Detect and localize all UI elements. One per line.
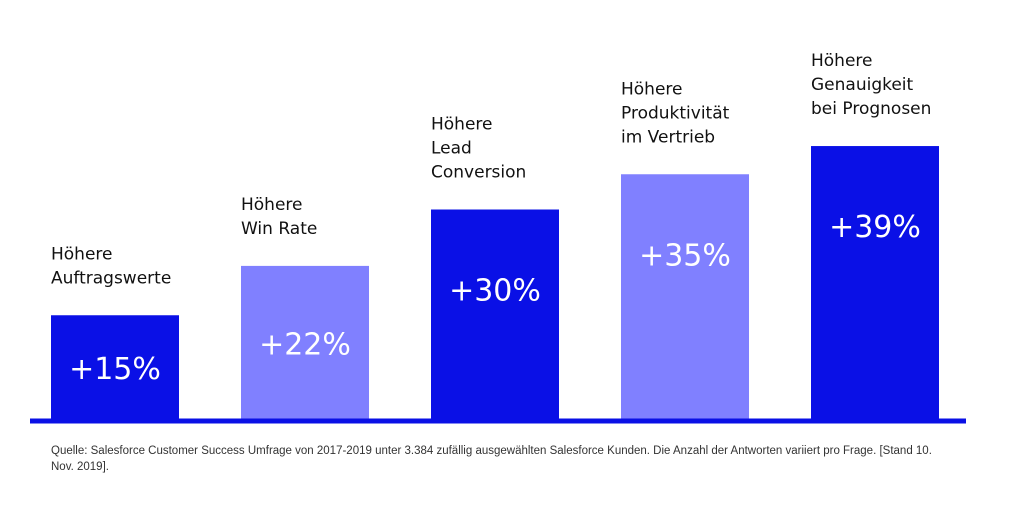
bars-group: +15% Höhere Auftragswerte +22% Höhere Win Rat… <box>51 51 939 422</box>
category-label-line: Höhere <box>51 244 113 264</box>
bar-3 <box>431 209 559 421</box>
category-label-line: Auftragswerte <box>51 268 171 288</box>
category-label-line: Höhere <box>431 115 493 135</box>
category-label-line: Lead <box>431 139 472 159</box>
category-label-1: Höhere Auftragswerte <box>51 244 171 288</box>
category-label-line: Höhere <box>811 51 873 71</box>
category-label-line: im Vertrieb <box>621 127 715 147</box>
category-label-line: Genauigkeit <box>811 75 914 95</box>
category-label-line: Höhere <box>241 195 303 215</box>
bar-5 <box>811 146 939 422</box>
category-label-line: Conversion <box>431 163 526 183</box>
category-label-line: Höhere <box>621 79 683 99</box>
bar-1 <box>51 315 179 421</box>
category-label-5: Höhere Genauigkeit bei Prognosen <box>811 51 931 119</box>
bar-4 <box>621 174 749 421</box>
category-label-2: Höhere Win Rate <box>241 195 317 239</box>
bar-value-label-2: +22% <box>259 327 351 362</box>
bar-value-label-5: +39% <box>829 210 921 245</box>
category-label-line: bei Prognosen <box>811 99 931 119</box>
bar-2 <box>241 265 369 421</box>
source-footnote: Quelle: Salesforce Customer Success Umfr… <box>51 445 932 473</box>
category-label-4: Höhere Produktivität im Vertrieb <box>621 79 730 147</box>
bar-value-label-4: +35% <box>639 238 731 273</box>
category-label-line: Produktivität <box>621 103 730 123</box>
bar-value-label-1: +15% <box>69 352 161 387</box>
category-label-line: Win Rate <box>241 219 317 239</box>
category-label-3: Höhere Lead Conversion <box>431 115 526 183</box>
bar-value-label-3: +30% <box>449 274 541 309</box>
